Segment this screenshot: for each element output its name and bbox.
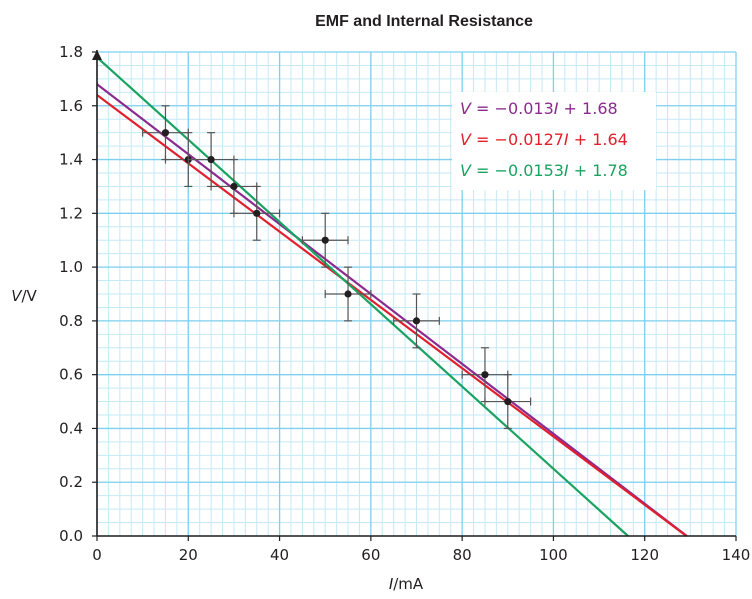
- equation-part: + 1.64: [569, 130, 628, 149]
- data-point: [187, 132, 235, 188]
- y-tick-label: 1.2: [59, 204, 83, 222]
- data-point: [393, 293, 440, 349]
- y-tick-label: 1.8: [59, 43, 83, 61]
- x-tick-label: 140: [722, 546, 751, 564]
- equation-part: I: [554, 99, 559, 118]
- x-tick-label: 120: [630, 546, 659, 564]
- legend-box: [452, 92, 656, 190]
- data-point-marker: [412, 317, 421, 325]
- equation-part: = −0.0153: [471, 161, 564, 180]
- y-tick-label: 0.2: [59, 473, 83, 491]
- equation-part: + 1.68: [558, 99, 617, 118]
- equation-part: = −0.013: [471, 99, 554, 118]
- data-point-marker: [504, 397, 512, 406]
- y-axis-label: V/V: [11, 287, 37, 305]
- x-axis-label-var: I: [389, 575, 394, 593]
- y-axis-label-unit: /V: [21, 287, 37, 305]
- x-tick-label: 80: [453, 546, 472, 564]
- y-axis-arrow: [92, 50, 102, 60]
- equation-part: V: [460, 161, 472, 180]
- y-tick-label: 0.6: [59, 366, 83, 384]
- y-tick-label: 0.8: [59, 312, 83, 330]
- data-points: [142, 105, 532, 430]
- tick-labels: 0 20 40 60 80 100 120 140 0.0 0.2 0.4 0.6 0.8 1.0 1.2 1…: [59, 43, 750, 564]
- x-tick-label: 60: [361, 546, 380, 564]
- x-tick-label: 40: [270, 546, 289, 564]
- y-tick-label: 0.0: [59, 527, 83, 545]
- equation-part: I: [564, 161, 569, 180]
- data-point: [484, 374, 532, 430]
- data-point-marker: [230, 182, 238, 191]
- legend-equation-3: V = −0.0153I + 1.78: [460, 161, 628, 180]
- x-tick-label: 100: [539, 546, 568, 564]
- data-point: [324, 266, 372, 322]
- y-tick-label: 1.4: [59, 151, 83, 169]
- equation-part: V: [460, 130, 472, 149]
- data-point: [461, 347, 509, 403]
- data-point-marker: [161, 129, 170, 137]
- data-point-marker: [481, 371, 489, 379]
- equation-part: V: [460, 99, 472, 118]
- fit-line-3: [96, 56, 629, 537]
- data-point-marker: [321, 236, 329, 244]
- equation-part: + 1.78: [569, 161, 628, 180]
- data-point-marker: [253, 209, 261, 217]
- data-point: [233, 185, 281, 241]
- y-tick-label: 0.4: [59, 419, 83, 437]
- y-tick-label: 1.0: [59, 258, 83, 276]
- fit-line-2: [96, 94, 688, 537]
- x-axis-label-unit: /mA: [393, 575, 424, 593]
- x-tick-label: 20: [179, 546, 198, 564]
- legend: V = −0.013I + 1.68V = −0.0127I + 1.64V =…: [452, 92, 656, 190]
- legend-equation-2: V = −0.0127I + 1.64: [460, 130, 628, 149]
- data-point-marker: [207, 155, 215, 164]
- x-axis-label: I/mA: [389, 575, 424, 593]
- chart-title: EMF and Internal Resistance: [315, 13, 533, 30]
- axes: [92, 50, 736, 537]
- data-point: [301, 212, 349, 268]
- data-point: [142, 105, 189, 161]
- y-tick-label: 1.6: [59, 97, 83, 115]
- equation-part: I: [564, 130, 569, 149]
- y-axis-label-var: V: [11, 287, 23, 305]
- equation-part: = −0.0127: [471, 130, 564, 149]
- data-point-marker: [344, 290, 352, 298]
- legend-equation-1: V = −0.013I + 1.68: [460, 99, 618, 118]
- x-tick-label: 0: [92, 546, 102, 564]
